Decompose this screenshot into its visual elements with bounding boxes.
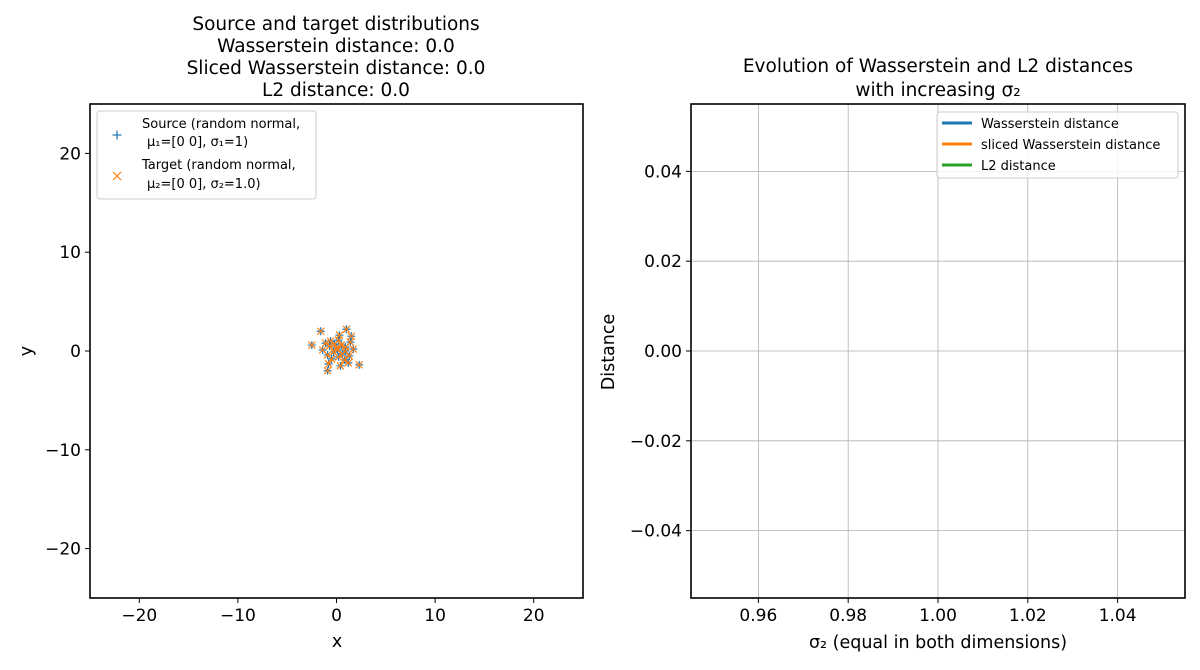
line-title-line-1: Evolution of Wasserstein and L2 distance… bbox=[743, 56, 1133, 77]
target-point bbox=[341, 343, 350, 351]
target-point bbox=[336, 361, 345, 370]
legend-l2-label: L2 distance bbox=[981, 159, 1056, 174]
line-y-tick-label: 0.02 bbox=[644, 252, 682, 272]
line-y-axis-label: Distance bbox=[599, 314, 619, 391]
target-point bbox=[337, 341, 346, 349]
scatter-y-tick-label: 20 bbox=[59, 144, 81, 164]
legend-wasserstein-label: Wasserstein distance bbox=[981, 117, 1119, 132]
scatter-y-tick-label: 10 bbox=[59, 243, 81, 263]
line-x-tick-label: 0.96 bbox=[739, 606, 777, 626]
target-point bbox=[355, 360, 364, 369]
line-title-line-2: with increasing σ₂ bbox=[855, 80, 1020, 101]
scatter-x-tick-label: 10 bbox=[424, 606, 446, 626]
target-point bbox=[344, 358, 353, 367]
scatter-title-line-3: Sliced Wasserstein distance: 0.0 bbox=[187, 58, 486, 79]
target-point bbox=[340, 355, 349, 364]
scatter-ticks: −20 −10 0 10 20 −20 −10 0 10 20 bbox=[45, 144, 544, 626]
target-point bbox=[325, 342, 334, 350]
target-point bbox=[324, 359, 333, 368]
scatter-x-tick-label: −20 bbox=[121, 606, 157, 626]
legend-target-line-1: Target (random normal, bbox=[141, 158, 296, 173]
line-chart: Evolution of Wasserstein and L2 distance… bbox=[599, 56, 1186, 653]
target-point bbox=[330, 340, 339, 349]
scatter-title-line-2: Wasserstein distance: 0.0 bbox=[217, 36, 455, 57]
legend-source-line-1: Source (random normal, bbox=[142, 117, 300, 132]
line-plot-frame bbox=[690, 103, 1186, 599]
scatter-title-line-4: L2 distance: 0.0 bbox=[262, 80, 410, 101]
legend-source-line-2: μ₁=[0 0], σ₁=1) bbox=[147, 135, 248, 150]
scatter-x-tick-label: 20 bbox=[523, 606, 545, 626]
target-point bbox=[321, 339, 330, 348]
legend-source-marker bbox=[112, 130, 122, 140]
target-point bbox=[334, 353, 343, 361]
scatter-chart: Source and target distributions Wasserst… bbox=[17, 14, 584, 652]
target-point bbox=[333, 346, 342, 354]
scatter-marks bbox=[307, 325, 364, 375]
scatter-y-axis-label: y bbox=[17, 346, 37, 356]
scatter-plot-frame bbox=[89, 103, 584, 599]
line-x-tick-label: 1.00 bbox=[919, 606, 957, 626]
target-point bbox=[338, 350, 347, 358]
target-point bbox=[316, 327, 325, 336]
scatter-x-axis-label: x bbox=[332, 632, 342, 652]
legend-target-line-2: μ₂=[0 0], σ₂=1.0) bbox=[147, 177, 261, 192]
target-point bbox=[307, 341, 316, 349]
line-grid-and-ticks: 0.96 0.98 1.00 1.02 1.04 −0.04 −0.02 0.00 0.02 0.… bbox=[630, 104, 1185, 626]
target-point bbox=[349, 345, 358, 353]
scatter-y-tick-label: −10 bbox=[45, 441, 81, 461]
legend-sliced-wasserstein-label: sliced Wasserstein distance bbox=[981, 138, 1160, 153]
scatter-title-line-1: Source and target distributions bbox=[192, 14, 479, 35]
scatter-legend-box bbox=[96, 110, 317, 200]
line-x-tick-label: 0.98 bbox=[829, 606, 867, 626]
target-point bbox=[342, 325, 351, 334]
line-y-tick-label: −0.02 bbox=[630, 432, 682, 452]
target-point bbox=[327, 354, 336, 363]
line-x-axis-label: σ₂ (equal in both dimensions) bbox=[809, 633, 1067, 653]
legend-target-marker bbox=[112, 171, 122, 181]
line-y-tick-label: 0.04 bbox=[644, 162, 682, 182]
scatter-x-tick-label: −10 bbox=[220, 606, 256, 626]
scatter-y-tick-label: −20 bbox=[45, 540, 81, 560]
scatter-legend: Source (random normal, μ₁=[0 0], σ₁=1) T… bbox=[96, 110, 317, 200]
target-point bbox=[332, 344, 341, 352]
line-y-tick-label: 0.00 bbox=[644, 342, 682, 362]
target-point bbox=[345, 352, 354, 360]
scatter-y-tick-label: 0 bbox=[70, 342, 81, 362]
line-legend-box bbox=[936, 111, 1179, 179]
scatter-x-tick-label: 0 bbox=[331, 606, 342, 626]
target-point bbox=[323, 366, 332, 375]
line-x-tick-label: 1.04 bbox=[1099, 606, 1137, 626]
line-x-tick-label: 1.02 bbox=[1009, 606, 1047, 626]
line-legend: Wasserstein distance sliced Wasserstein … bbox=[936, 111, 1179, 179]
line-y-tick-label: −0.04 bbox=[630, 522, 682, 542]
